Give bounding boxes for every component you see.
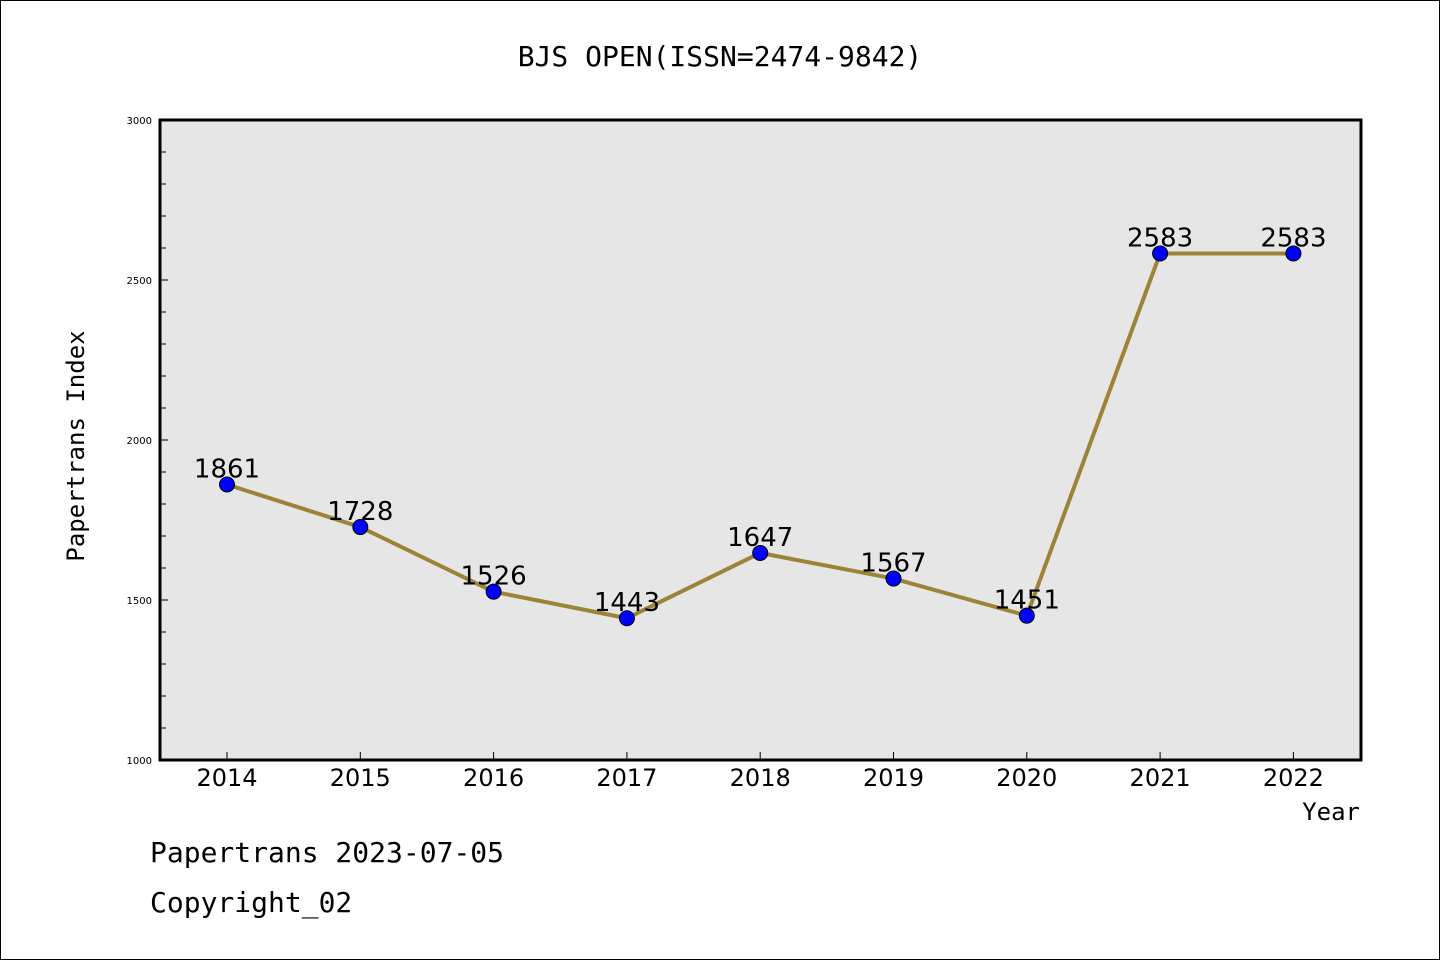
footer-copyright-text: Copyright_02 (150, 886, 353, 919)
data-label: 1443 (594, 588, 660, 618)
data-point (1152, 245, 1169, 262)
x-tick-label: 2021 (1130, 764, 1191, 792)
data-point (485, 583, 502, 600)
y-tick-label: 1000 (127, 756, 152, 767)
x-tick-label: 2022 (1263, 764, 1324, 792)
data-label: 1451 (994, 586, 1060, 616)
x-tick-label: 2020 (996, 764, 1057, 792)
data-point (1018, 607, 1035, 624)
data-label: 1647 (727, 523, 793, 553)
data-label: 1728 (327, 497, 393, 527)
data-label: 2583 (1260, 223, 1326, 253)
y-tick-label: 2000 (127, 436, 152, 447)
chart-title: BJS OPEN(ISSN=2474-9842) (518, 40, 923, 73)
x-tick-label: 2014 (196, 764, 257, 792)
x-tick-label: 2018 (730, 764, 791, 792)
plot-area: 1000 1500 2000 2500 3000 2014 2015 2016 2017 2018… (127, 116, 1363, 792)
x-axis-label: Year (1302, 798, 1360, 826)
y-tick-label: 2500 (127, 276, 152, 287)
y-tick-label: 1500 (127, 596, 152, 607)
data-label: 1526 (461, 562, 527, 592)
plot-border (158, 118, 1363, 762)
x-tick-label: 2019 (863, 764, 924, 792)
y-tick-label: 3000 (127, 116, 152, 127)
x-tick-label: 2017 (596, 764, 657, 792)
plot-background (160, 120, 1361, 760)
data-point (618, 610, 635, 627)
data-point (352, 519, 369, 536)
data-point (752, 544, 769, 561)
data-point (1285, 245, 1302, 262)
data-label: 1861 (194, 454, 260, 484)
data-point (219, 476, 235, 493)
x-tick-label: 2015 (330, 764, 391, 792)
data-point (885, 570, 902, 587)
y-axis-label: Papertrans Index (62, 330, 90, 561)
footer-date-text: Papertrans 2023-07-05 (150, 836, 505, 869)
data-label: 2583 (1127, 223, 1193, 253)
x-tick-label: 2016 (463, 764, 524, 792)
data-label: 1567 (860, 549, 926, 579)
